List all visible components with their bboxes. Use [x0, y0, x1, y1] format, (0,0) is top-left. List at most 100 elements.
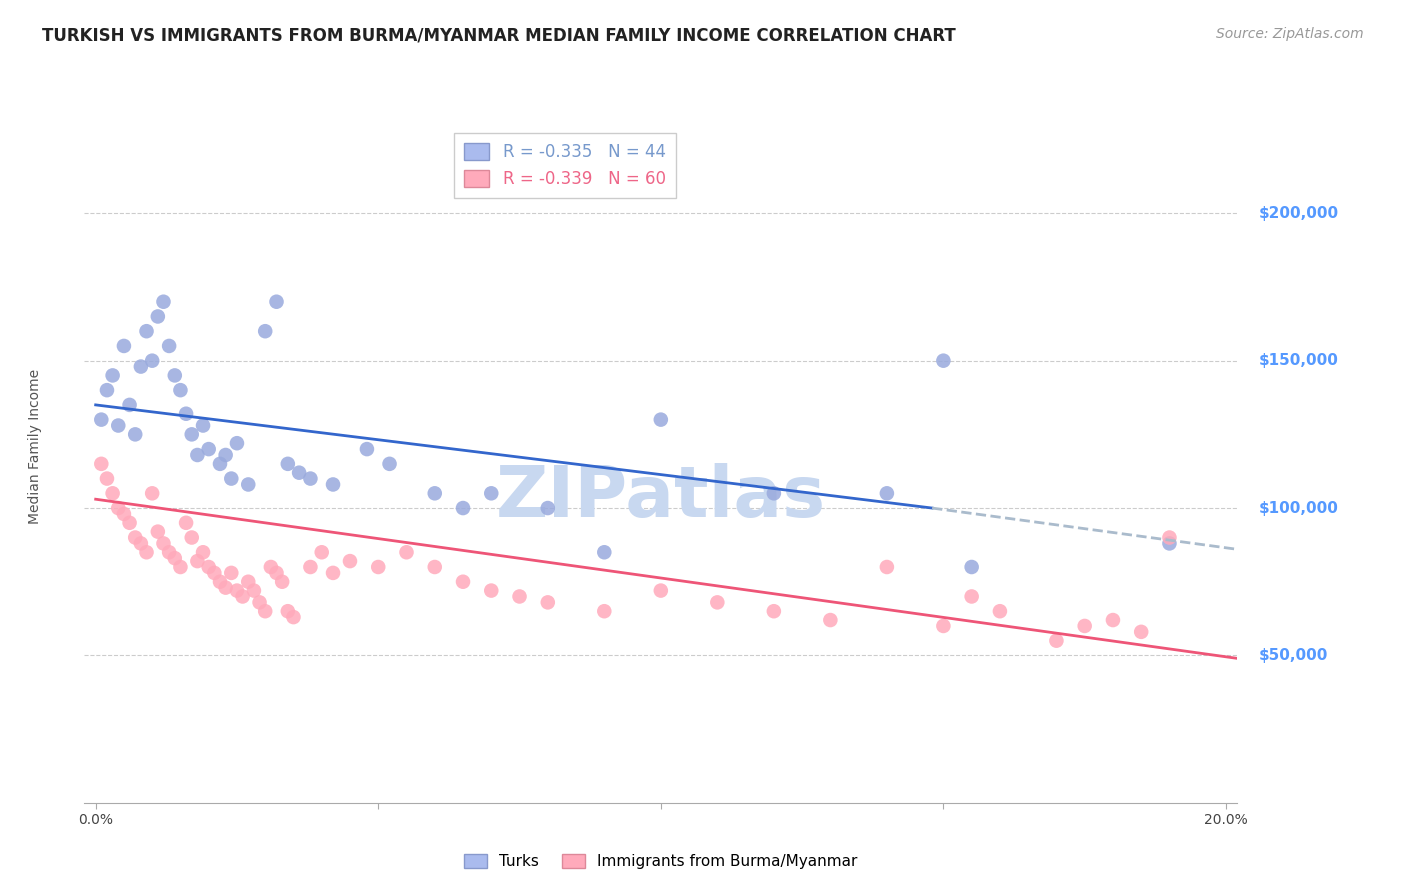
Point	[90, 412, 112, 426]
Point	[101, 368, 124, 383]
Point	[266, 566, 288, 580]
Point	[1045, 633, 1067, 648]
Point	[101, 486, 124, 500]
Legend: R = -0.335   N = 44, R = -0.339   N = 60: R = -0.335 N = 44, R = -0.339 N = 60	[454, 133, 675, 198]
Point	[277, 604, 299, 618]
Text: Source: ZipAtlas.com: Source: ZipAtlas.com	[1216, 27, 1364, 41]
Point	[762, 604, 785, 618]
Point	[593, 604, 616, 618]
Point	[232, 590, 254, 604]
Point	[118, 516, 141, 530]
Point	[169, 383, 191, 397]
Point	[299, 560, 322, 574]
Point	[537, 501, 560, 516]
Point	[423, 486, 446, 500]
Point	[141, 486, 163, 500]
Point	[169, 560, 191, 574]
Point	[146, 524, 169, 539]
Point	[1159, 536, 1181, 550]
Point	[299, 472, 322, 486]
Point	[186, 448, 208, 462]
Point	[163, 551, 186, 566]
Point	[112, 339, 135, 353]
Point	[129, 359, 152, 374]
Point	[876, 486, 898, 500]
Point	[423, 560, 446, 574]
Point	[124, 531, 146, 545]
Point	[509, 590, 531, 604]
Point	[1130, 624, 1153, 639]
Point	[288, 466, 311, 480]
Point	[221, 472, 243, 486]
Point	[283, 610, 305, 624]
Point	[260, 560, 283, 574]
Point	[706, 595, 728, 609]
Point	[221, 566, 243, 580]
Point	[197, 560, 219, 574]
Point	[254, 324, 277, 338]
Point	[322, 477, 344, 491]
Point	[249, 595, 271, 609]
Point	[451, 501, 474, 516]
Point	[932, 353, 955, 368]
Point	[96, 472, 118, 486]
Point	[180, 531, 202, 545]
Point	[90, 457, 112, 471]
Point	[107, 418, 129, 433]
Point	[197, 442, 219, 456]
Point	[238, 574, 260, 589]
Text: Median Family Income: Median Family Income	[28, 368, 42, 524]
Point	[186, 554, 208, 568]
Legend: Turks, Immigrants from Burma/Myanmar: Turks, Immigrants from Burma/Myanmar	[458, 847, 863, 875]
Point	[266, 294, 288, 309]
Point	[191, 545, 214, 559]
Point	[141, 353, 163, 368]
Point	[135, 545, 157, 559]
Point	[202, 566, 225, 580]
Point	[650, 412, 672, 426]
Point	[271, 574, 294, 589]
Point	[988, 604, 1011, 618]
Point	[226, 583, 249, 598]
Point	[820, 613, 842, 627]
Point	[174, 407, 197, 421]
Point	[107, 501, 129, 516]
Point	[243, 583, 266, 598]
Point	[174, 516, 197, 530]
Point	[311, 545, 333, 559]
Point	[593, 545, 616, 559]
Point	[479, 583, 502, 598]
Text: ZIPatlas: ZIPatlas	[496, 463, 825, 533]
Point	[876, 560, 898, 574]
Point	[238, 477, 260, 491]
Point	[960, 560, 983, 574]
Text: $200,000: $200,000	[1258, 206, 1339, 221]
Point	[395, 545, 418, 559]
Point	[479, 486, 502, 500]
Point	[1159, 531, 1181, 545]
Text: $150,000: $150,000	[1258, 353, 1339, 368]
Point	[208, 457, 231, 471]
Point	[1073, 619, 1095, 633]
Point	[135, 324, 157, 338]
Point	[157, 545, 180, 559]
Point	[762, 486, 785, 500]
Point	[129, 536, 152, 550]
Point	[322, 566, 344, 580]
Point	[191, 418, 214, 433]
Point	[118, 398, 141, 412]
Point	[378, 457, 401, 471]
Point	[152, 536, 174, 550]
Point	[208, 574, 231, 589]
Point	[254, 604, 277, 618]
Point	[356, 442, 378, 456]
Point	[96, 383, 118, 397]
Text: $50,000: $50,000	[1258, 648, 1327, 663]
Point	[180, 427, 202, 442]
Point	[650, 583, 672, 598]
Point	[537, 595, 560, 609]
Point	[367, 560, 389, 574]
Point	[226, 436, 249, 450]
Point	[146, 310, 169, 324]
Point	[214, 448, 236, 462]
